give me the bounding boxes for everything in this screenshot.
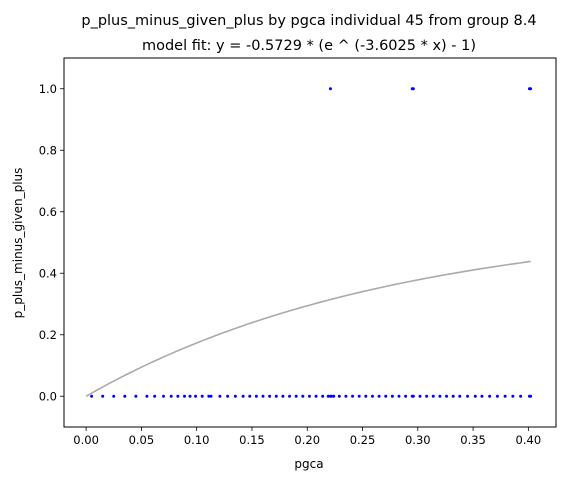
data-point bbox=[390, 394, 394, 398]
data-point bbox=[218, 394, 222, 398]
data-point bbox=[281, 394, 285, 398]
data-point bbox=[301, 394, 305, 398]
data-point bbox=[207, 394, 211, 398]
data-point bbox=[330, 394, 334, 398]
data-point bbox=[466, 394, 470, 398]
data-point bbox=[344, 394, 348, 398]
data-point bbox=[431, 394, 435, 398]
plot-frame bbox=[63, 57, 557, 428]
data-point bbox=[370, 394, 374, 398]
data-point bbox=[425, 394, 429, 398]
data-point bbox=[351, 394, 355, 398]
x-tick-label: 0.00 bbox=[73, 433, 99, 447]
y-axis-label: p_plus_minus_given_plus bbox=[11, 168, 25, 319]
chart-title: p_plus_minus_given_plus by pgca individu… bbox=[81, 13, 536, 29]
data-point bbox=[254, 394, 258, 398]
data-point bbox=[209, 394, 213, 398]
data-point bbox=[145, 394, 149, 398]
data-point bbox=[294, 394, 298, 398]
x-axis-label: pgca bbox=[294, 457, 323, 471]
data-point bbox=[241, 394, 245, 398]
data-point bbox=[90, 394, 94, 398]
data-point bbox=[248, 394, 252, 398]
data-point bbox=[451, 394, 455, 398]
data-point bbox=[326, 394, 330, 398]
data-point bbox=[112, 394, 116, 398]
data-point bbox=[328, 87, 332, 91]
data-point bbox=[169, 394, 173, 398]
data-point bbox=[134, 394, 138, 398]
x-tick-label: 0.30 bbox=[405, 433, 431, 447]
data-point bbox=[357, 394, 361, 398]
data-point bbox=[332, 394, 336, 398]
plot-area: 0.00 0.05 0.10 0.15 0.20 0.25 0.30 0.35 0.40 0.0 0… bbox=[39, 57, 557, 447]
data-point bbox=[480, 394, 484, 398]
data-point bbox=[200, 394, 204, 398]
data-point bbox=[404, 394, 408, 398]
x-tick-label: 0.15 bbox=[239, 433, 265, 447]
data-point bbox=[226, 394, 230, 398]
data-point bbox=[162, 394, 166, 398]
fit-curve bbox=[85, 260, 531, 397]
data-point bbox=[445, 394, 449, 398]
y-tick-label: 0.4 bbox=[39, 266, 57, 280]
y-tick-label: 0.6 bbox=[39, 205, 57, 219]
chart-subtitle: model fit: y = -0.5729 * (e ^ (-3.6025 *… bbox=[142, 38, 476, 54]
y-tick-label: 0.0 bbox=[39, 389, 57, 403]
x-tick-label: 0.25 bbox=[350, 433, 376, 447]
x-tick-label: 0.40 bbox=[516, 433, 542, 447]
data-point bbox=[153, 394, 157, 398]
data-point bbox=[123, 394, 127, 398]
x-tick-label: 0.20 bbox=[294, 433, 320, 447]
data-point bbox=[176, 394, 180, 398]
data-point bbox=[307, 394, 311, 398]
data-point bbox=[188, 394, 192, 398]
data-point bbox=[101, 394, 105, 398]
data-point bbox=[418, 394, 422, 398]
data-point bbox=[473, 394, 477, 398]
data-point bbox=[377, 394, 381, 398]
data-point bbox=[411, 87, 415, 91]
x-tick-label: 0.10 bbox=[184, 433, 210, 447]
data-point bbox=[529, 394, 533, 398]
y-tick-label: 1.0 bbox=[39, 82, 57, 96]
data-point bbox=[511, 394, 515, 398]
data-point bbox=[194, 394, 198, 398]
x-tick-label: 0.35 bbox=[460, 433, 486, 447]
data-point bbox=[261, 394, 265, 398]
data-point bbox=[314, 394, 318, 398]
x-tick-label: 0.05 bbox=[129, 433, 155, 447]
data-point bbox=[337, 394, 341, 398]
data-point bbox=[183, 394, 187, 398]
data-point bbox=[397, 394, 401, 398]
data-point bbox=[384, 394, 388, 398]
data-point bbox=[458, 394, 462, 398]
data-point bbox=[274, 394, 278, 398]
data-point bbox=[438, 394, 442, 398]
data-point bbox=[488, 394, 492, 398]
y-tick-label: 0.2 bbox=[39, 328, 57, 342]
data-point bbox=[519, 394, 523, 398]
data-point bbox=[364, 394, 368, 398]
data-point bbox=[503, 394, 507, 398]
data-point bbox=[233, 394, 237, 398]
data-point bbox=[288, 394, 292, 398]
y-tick-label: 0.8 bbox=[39, 143, 57, 157]
data-point bbox=[529, 87, 533, 91]
data-point bbox=[321, 394, 325, 398]
data-point bbox=[268, 394, 272, 398]
data-point bbox=[411, 394, 415, 398]
data-point bbox=[495, 394, 499, 398]
